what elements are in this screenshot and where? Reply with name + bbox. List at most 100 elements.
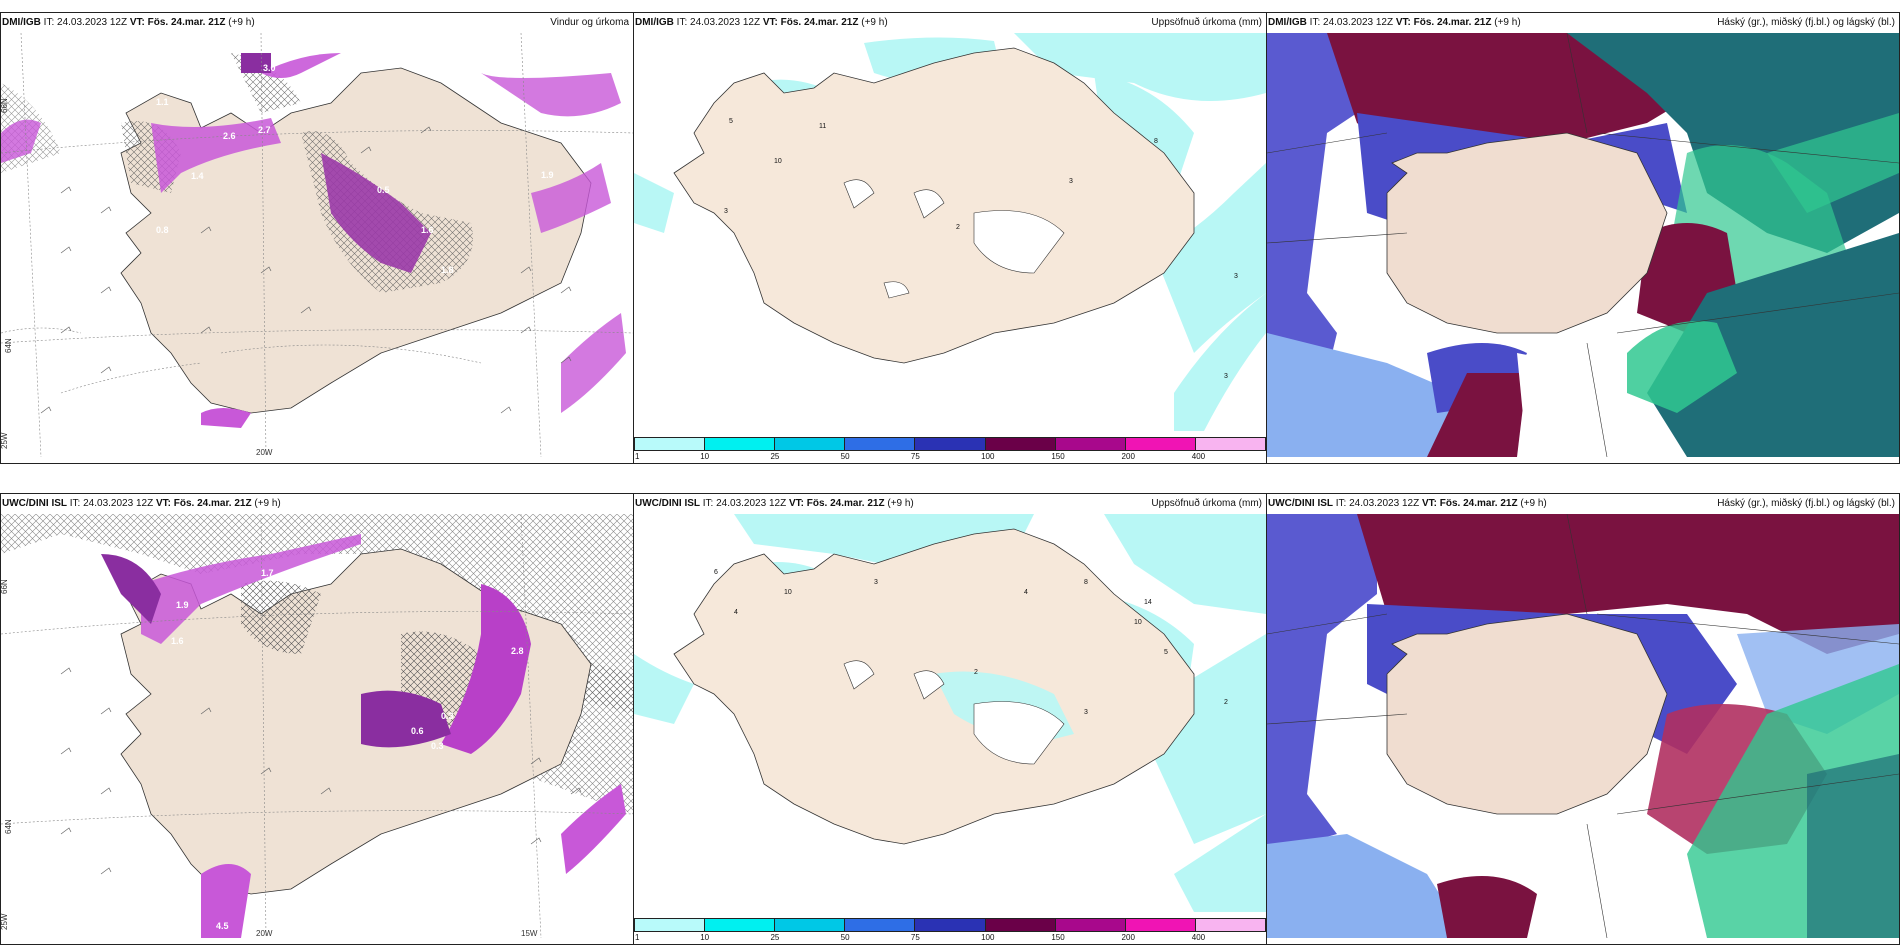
init-time: 24.03.2023 12Z: [690, 17, 761, 28]
accum-value: 3: [874, 579, 878, 586]
precip-value: 1.6: [171, 636, 184, 646]
map-area: 11 5 10 8 3 2 3 3 3: [634, 33, 1266, 431]
colorbar-swatch: [775, 919, 846, 931]
precip-value: 4.5: [216, 921, 229, 931]
lon-label: 25W: [1, 913, 9, 930]
colorbar-tick: 150: [1051, 452, 1065, 461]
panel-title: Háský (gr.), miðský (fj.bl.) og lágský (…: [1717, 17, 1895, 28]
valid-time: Fös. 24.mar. 21Z: [147, 17, 226, 28]
model-label: UWC/DINI ISL: [2, 498, 67, 509]
accum-value: 2: [1224, 699, 1228, 706]
panel-header: DMI/IGB IT: 24.03.2023 12Z VT: Fös. 24.m…: [1267, 13, 1899, 33]
accum-value: 14: [1144, 599, 1152, 606]
model-label: DMI/IGB: [2, 17, 41, 28]
colorbar-swatch: [1195, 438, 1265, 450]
panel-title: Háský (gr.), miðský (fj.bl.) og lágský (…: [1717, 498, 1895, 509]
accum-precip-map: 10 6 4 3 8 4 14 10 5 2 2 3: [634, 514, 1266, 912]
colorbar-swatch: [985, 919, 1056, 931]
map-area: [1267, 514, 1899, 938]
panel-title: Uppsöfnuð úrkoma (mm): [1151, 498, 1262, 509]
colorbar-tick: 100: [981, 933, 995, 942]
init-time: 24.03.2023 12Z: [83, 498, 154, 509]
colorbar-swatch: [845, 919, 916, 931]
accum-value: 5: [729, 118, 733, 125]
cloud-cover-map: [1267, 514, 1899, 938]
colorbar-tick: 200: [1121, 933, 1135, 942]
valid-time: Fös. 24.mar. 21Z: [1413, 17, 1492, 28]
colorbar-tick: 400: [1191, 933, 1206, 942]
colorbar-swatch: [1055, 919, 1126, 931]
colorbar-tick: 75: [910, 933, 920, 942]
precip-band: [261, 53, 341, 78]
cloud-cover-map: [1267, 33, 1899, 457]
precip-value: 2.7: [258, 125, 271, 135]
precip-band: [141, 534, 361, 644]
panel-header: DMI/IGB IT: 24.03.2023 12Z VT: Fös. 24.m…: [1, 13, 633, 33]
colorbar-swatch: [845, 438, 916, 450]
map-area: 10 6 4 3 8 4 14 10 5 2 2 3: [634, 514, 1266, 912]
colorbar-tick: 75: [910, 452, 920, 461]
colorbar-tick: 25: [770, 933, 780, 942]
panel-dmi-accum-precip: DMI/IGB IT: 24.03.2023 12Z VT: Fös. 24.m…: [633, 12, 1267, 464]
colorbar-swatch: [775, 438, 846, 450]
panel-header: DMI/IGB IT: 24.03.2023 12Z VT: Fös. 24.m…: [634, 13, 1266, 33]
accum-value: 4: [734, 609, 738, 616]
colorbar-swatch: [915, 919, 986, 931]
accum-value: 3: [1224, 373, 1228, 380]
precip-value: 2.6: [223, 131, 236, 141]
colorbar-swatch: [705, 919, 776, 931]
lat-label: 64N: [4, 338, 13, 353]
init-time: 24.03.2023 12Z: [1323, 17, 1394, 28]
valid-time: Fös. 24.mar. 21Z: [780, 17, 859, 28]
panel-header: UWC/DINI ISL IT: 24.03.2023 12Z VT: Fös.…: [2, 498, 281, 509]
lead-time: (+9 h): [228, 17, 255, 28]
precip-value: 0.6: [411, 726, 424, 736]
accum-value: 8: [1154, 138, 1158, 145]
accum-value: 8: [1084, 579, 1088, 586]
wind-precip-map: 1.9 1.7 1.6 2.8 0.3 0.6 0.3 4.5 20W 15W …: [1, 514, 633, 938]
init-time: 24.03.2023 12Z: [716, 498, 787, 509]
map-area: 1.9 1.7 1.6 2.8 0.3 0.6 0.3 4.5 20W 15W …: [1, 514, 633, 938]
accum-value: 3: [1084, 709, 1088, 716]
colorbar-tick: 400: [1191, 452, 1206, 461]
colorbar-tick: 50: [840, 452, 850, 461]
precip-value: 1.9: [541, 170, 554, 180]
accum-value: 2: [956, 224, 960, 231]
accum-value: 2: [974, 669, 978, 676]
colorbar-swatch: [1055, 438, 1126, 450]
precip-value: 0.8: [156, 225, 169, 235]
colorbar-swatch: [635, 919, 706, 931]
init-time: 24.03.2023 12Z: [57, 17, 128, 28]
accum-value: 10: [1134, 619, 1142, 626]
lat-label: 66N: [1, 579, 9, 594]
accum-value: 10: [784, 589, 792, 596]
init-time: 24.03.2023 12Z: [1349, 498, 1420, 509]
accum-value: 3: [1069, 178, 1073, 185]
colorbar-tick: 50: [840, 933, 850, 942]
lead-time: (+9 h): [861, 17, 888, 28]
accum-value: 10: [774, 158, 782, 165]
panel-uwc-accum-precip: UWC/DINI ISL IT: 24.03.2023 12Z VT: Fös.…: [633, 493, 1267, 945]
lead-time: (+9 h): [1520, 498, 1547, 509]
colorbar-swatch: [1125, 438, 1196, 450]
panel-title: Vindur og úrkoma: [550, 17, 629, 28]
model-label: DMI/IGB: [1268, 17, 1307, 28]
lon-label: 20W: [256, 929, 273, 938]
panel-uwc-cloud-cover: UWC/DINI ISL IT: 24.03.2023 12Z VT: Fös.…: [1266, 493, 1900, 945]
iceland-land: [1386, 613, 1668, 815]
precip-value: 1.8: [441, 265, 454, 275]
lead-time: (+9 h): [1494, 17, 1521, 28]
colorbar-tick: 200: [1121, 452, 1135, 461]
colorbar-tick: 150: [1051, 933, 1065, 942]
precip-value: 3.0: [263, 63, 276, 73]
panel-dmi-cloud-cover: DMI/IGB IT: 24.03.2023 12Z VT: Fös. 24.m…: [1266, 12, 1900, 464]
colorbar-swatch: [705, 438, 776, 450]
accum-precip-map: 11 5 10 8 3 2 3 3 3: [634, 33, 1266, 431]
precip-value: 2.8: [511, 646, 524, 656]
accum-value: 3: [1234, 273, 1238, 280]
colorbar-swatch: [1195, 919, 1265, 931]
wind-precip-map: 3.0 1.1 2.6 2.7 1.9 0.5 0.8 1.4 1.6 1.8 …: [1, 33, 633, 457]
colorbar: 1 10 25 50 75 100 150 200 400: [634, 918, 1266, 944]
colorbar-tick: 1: [635, 452, 640, 461]
lead-time: (+9 h): [254, 498, 281, 509]
